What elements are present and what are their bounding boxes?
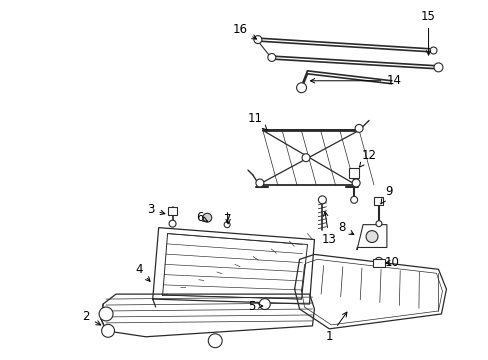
Circle shape (169, 220, 176, 227)
Circle shape (255, 179, 264, 187)
Circle shape (318, 196, 325, 204)
Circle shape (253, 36, 262, 44)
Text: 11: 11 (247, 112, 266, 130)
Text: 13: 13 (321, 212, 336, 246)
Circle shape (296, 83, 306, 93)
Circle shape (302, 154, 309, 162)
Text: 2: 2 (82, 310, 101, 325)
Circle shape (366, 231, 377, 243)
Text: 5: 5 (248, 300, 262, 312)
Text: 8: 8 (338, 221, 353, 235)
Text: 10: 10 (384, 256, 399, 269)
Bar (348, 168, 358, 178)
Text: 6: 6 (196, 211, 207, 224)
Text: 3: 3 (147, 203, 164, 216)
Bar (373, 197, 382, 205)
Text: 7: 7 (224, 213, 231, 226)
Circle shape (374, 257, 382, 265)
Circle shape (102, 324, 114, 337)
Circle shape (208, 334, 222, 348)
Circle shape (375, 221, 381, 227)
Circle shape (429, 47, 436, 54)
Text: 4: 4 (135, 263, 150, 282)
Bar (372, 260, 384, 267)
Circle shape (267, 54, 275, 62)
Text: 1: 1 (325, 312, 346, 343)
Bar (167, 207, 176, 215)
Text: 14: 14 (310, 74, 401, 87)
Circle shape (99, 307, 113, 321)
Circle shape (350, 196, 357, 203)
Circle shape (259, 298, 270, 310)
Text: 12: 12 (359, 149, 376, 167)
Circle shape (224, 222, 230, 228)
Text: 16: 16 (232, 23, 256, 39)
Circle shape (203, 213, 211, 222)
Circle shape (433, 63, 442, 72)
Text: 15: 15 (420, 10, 435, 55)
Text: 9: 9 (380, 185, 392, 204)
Circle shape (351, 179, 359, 187)
Circle shape (354, 125, 362, 132)
